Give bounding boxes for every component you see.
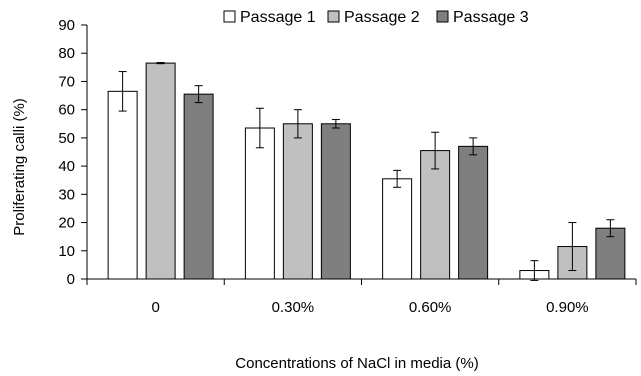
bars bbox=[107, 62, 626, 280]
y-tick-label: 70 bbox=[58, 73, 75, 90]
bar-passage-3-2 bbox=[458, 145, 489, 280]
x-tick-label: 0.90% bbox=[546, 299, 589, 316]
x-tick-label: 0 bbox=[151, 299, 159, 316]
y-tick-label: 40 bbox=[58, 158, 75, 175]
bar-passage-1-2 bbox=[382, 178, 413, 280]
bar-passage-2-1 bbox=[282, 123, 313, 280]
y-tick-label: 60 bbox=[58, 102, 75, 119]
y-tick-label: 50 bbox=[58, 130, 75, 147]
y-tick-label: 20 bbox=[58, 215, 75, 232]
x-tick-label: 0.60% bbox=[409, 299, 452, 316]
bar-passage-2-2 bbox=[420, 150, 451, 280]
y-tick-label: 90 bbox=[58, 17, 75, 34]
y-tick-label: 30 bbox=[58, 186, 75, 203]
legend-label: Passage 3 bbox=[453, 9, 529, 26]
bar-passage-1-0 bbox=[107, 90, 138, 280]
bar-passage-3-1 bbox=[320, 123, 351, 280]
y-tick-label: 0 bbox=[67, 271, 75, 288]
legend-label: Passage 1 bbox=[240, 9, 316, 26]
y-axis-title: Proliferating calli (%) bbox=[11, 98, 28, 236]
legend-swatch bbox=[327, 10, 340, 23]
x-axis-ticks: 0 0.30% 0.60% 0.90% bbox=[86, 279, 637, 316]
legend-swatch bbox=[436, 10, 449, 23]
bar-passage-1-1 bbox=[244, 127, 275, 280]
legend-label: Passage 2 bbox=[344, 9, 420, 26]
legend: Passage 1 Passage 2 Passage 3 bbox=[223, 9, 529, 26]
y-tick-label: 80 bbox=[58, 45, 75, 62]
bar-passage-2-0 bbox=[145, 62, 176, 280]
y-axis-ticks: 0 10 20 30 40 50 60 70 80 90 bbox=[58, 17, 87, 288]
bar-passage-3-0 bbox=[183, 93, 214, 280]
x-tick-label: 0.30% bbox=[272, 299, 315, 316]
error-bars bbox=[118, 62, 615, 281]
legend-swatch bbox=[223, 10, 236, 23]
y-tick-label: 10 bbox=[58, 243, 75, 260]
x-axis-title: Concentrations of NaCl in media (%) bbox=[235, 355, 478, 372]
